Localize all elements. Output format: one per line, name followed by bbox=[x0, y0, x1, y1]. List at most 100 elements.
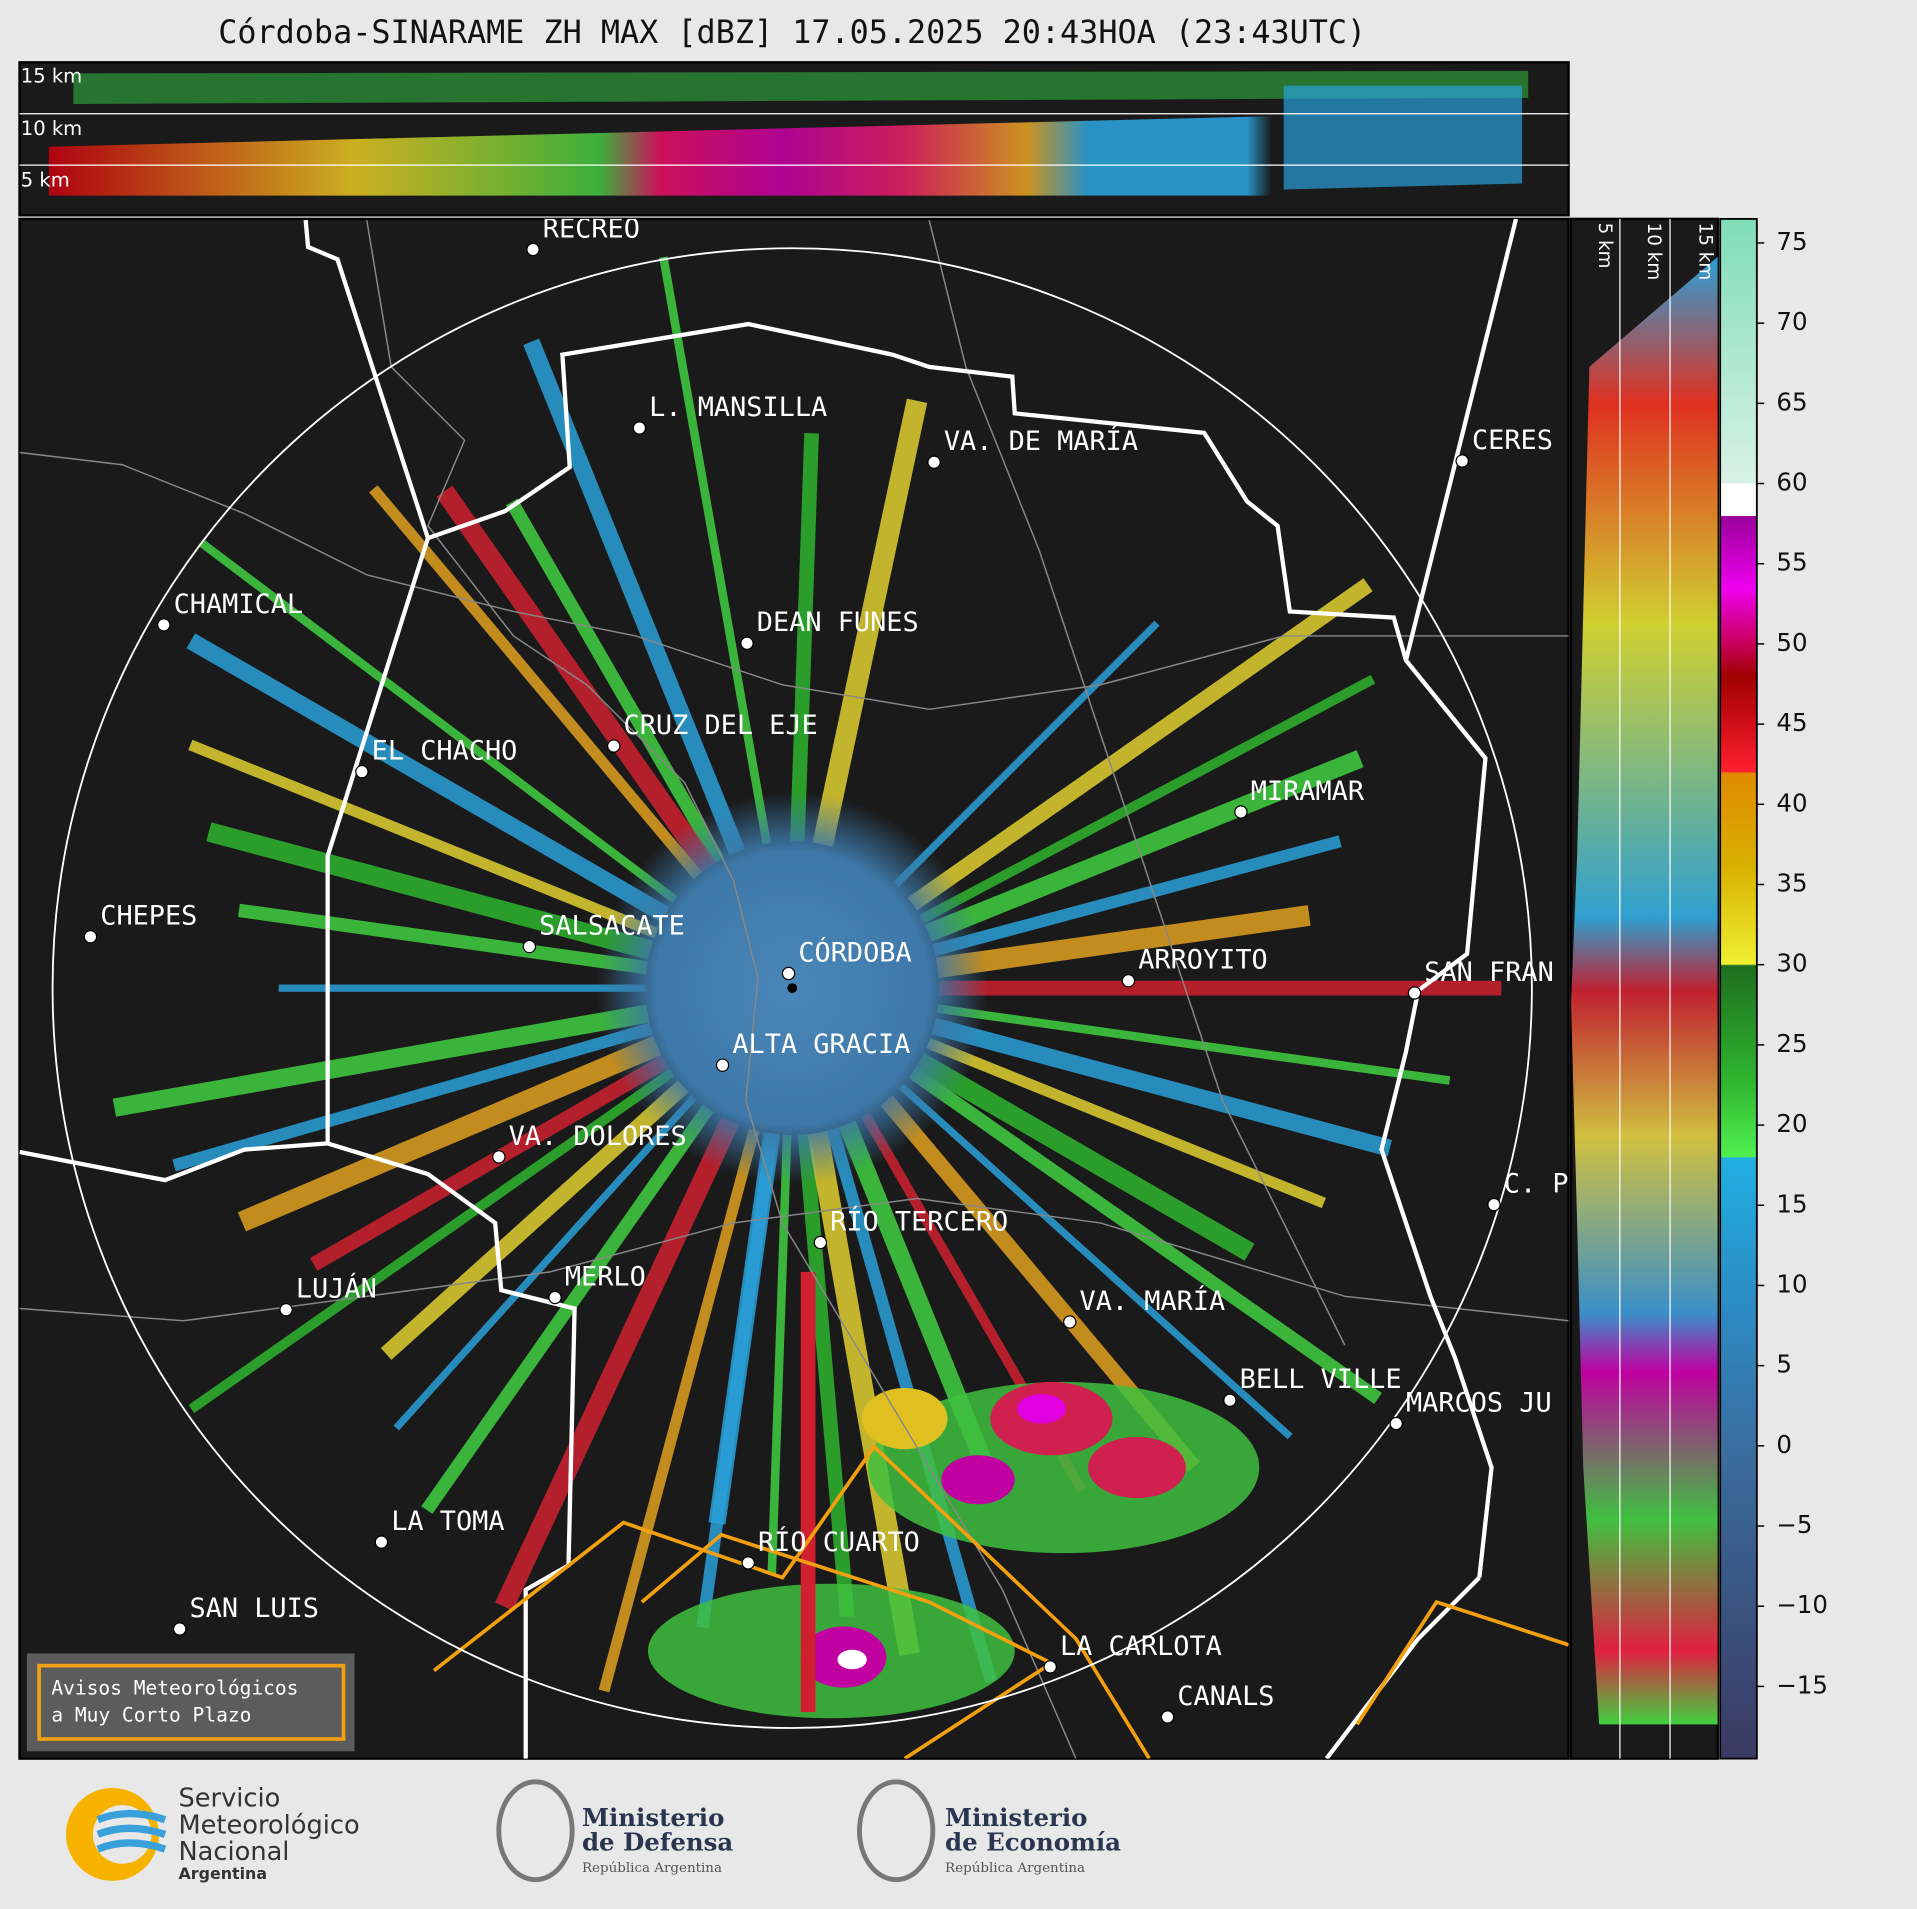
side-echoes bbox=[1571, 256, 1718, 1725]
ministry-text: Ministerio bbox=[945, 1803, 1087, 1832]
radar-site bbox=[787, 983, 798, 994]
colorbar-tick-label: 75 bbox=[1776, 227, 1807, 256]
echo-ray bbox=[421, 1104, 714, 1514]
city-dot bbox=[492, 1150, 506, 1164]
city-label: SALSACATE bbox=[539, 910, 685, 941]
echo-ray bbox=[188, 739, 659, 939]
city-label: CERES bbox=[1472, 425, 1553, 456]
city-dot bbox=[374, 1535, 389, 1549]
city-dot bbox=[740, 636, 754, 650]
side-echo bbox=[1571, 256, 1718, 1725]
smn-text: Nacional bbox=[178, 1837, 289, 1867]
city-dot bbox=[522, 939, 537, 954]
echo-ray bbox=[309, 1055, 669, 1271]
city-dot bbox=[927, 455, 941, 469]
province-borders bbox=[19, 218, 1519, 1759]
city-label: LA CARLOTA bbox=[1060, 1631, 1222, 1662]
echo-ray bbox=[797, 1133, 855, 1618]
colorbar-tick-label: 15 bbox=[1776, 1189, 1807, 1218]
city-label: CHEPES bbox=[100, 901, 197, 932]
echo-ray bbox=[198, 539, 678, 904]
echo-ray bbox=[237, 1035, 662, 1232]
city-dot bbox=[1407, 986, 1422, 1000]
warning-box-frame bbox=[37, 1663, 346, 1741]
warning-box-text: a Muy Corto Plazo bbox=[51, 1703, 251, 1726]
height-label: 10 km bbox=[21, 117, 82, 140]
city-label: L. MANSILLA bbox=[649, 392, 827, 423]
city-label: CÓRDOBA bbox=[798, 936, 911, 968]
city-dot bbox=[1121, 974, 1136, 988]
border bbox=[928, 219, 1346, 1346]
colorbar-tick-label: −10 bbox=[1776, 1590, 1828, 1619]
map: RECREO L. MANSILLA VA. DE MARÍA CERES CHAMIC… bbox=[19, 213, 1569, 1759]
emblem bbox=[496, 1779, 575, 1883]
storm-cell bbox=[861, 1388, 948, 1450]
colorbar-tick-label: 25 bbox=[1776, 1029, 1807, 1058]
colorbar-tick-label: 40 bbox=[1776, 788, 1807, 817]
range-ring bbox=[51, 247, 1533, 1729]
city-dot bbox=[607, 739, 621, 753]
emblem bbox=[857, 1779, 936, 1883]
echo-ray bbox=[936, 1004, 1451, 1085]
city-dot bbox=[1389, 1416, 1403, 1431]
city-label: VA. MARÍA bbox=[1080, 1285, 1226, 1317]
echo-ray bbox=[505, 498, 725, 865]
colorbar-tick-label: −5 bbox=[1776, 1510, 1812, 1539]
echo-ray bbox=[931, 1017, 1392, 1157]
ministry-text: de Economía bbox=[945, 1828, 1121, 1857]
city-dot bbox=[172, 1622, 187, 1636]
city-label: C. P bbox=[1504, 1169, 1569, 1200]
colorbar-tick-label: 0 bbox=[1776, 1430, 1792, 1459]
smn-logo bbox=[96, 1810, 167, 1853]
top-echo bbox=[73, 70, 1529, 104]
city-dot bbox=[1487, 1197, 1501, 1212]
city-dot bbox=[741, 1556, 755, 1570]
top-echo bbox=[48, 116, 1272, 196]
city-label: CANALS bbox=[1177, 1681, 1274, 1712]
colorbar-tick-label: 65 bbox=[1776, 387, 1807, 416]
city-label: DEAN FUNES bbox=[757, 607, 919, 638]
city-dot bbox=[83, 930, 98, 944]
echo-ray bbox=[172, 1022, 653, 1172]
city-label: MIRAMAR bbox=[1251, 776, 1365, 807]
smn-text: Meteorológico bbox=[178, 1810, 359, 1840]
department-borders bbox=[19, 219, 1569, 1759]
echo-ray bbox=[659, 256, 771, 845]
border bbox=[366, 220, 1077, 1759]
top-echoes bbox=[48, 70, 1529, 196]
storm-cells bbox=[647, 1271, 1260, 1719]
echo-ray bbox=[926, 1038, 1326, 1209]
storm-cell bbox=[941, 1455, 1015, 1505]
echo-ray bbox=[908, 1066, 1382, 1404]
height-label: 5 km bbox=[21, 168, 70, 191]
city-dot bbox=[632, 421, 647, 435]
warning-area bbox=[640, 1532, 1056, 1759]
height-label: 10 km bbox=[1643, 223, 1664, 281]
city-dot bbox=[1455, 454, 1469, 468]
title: Córdoba-SINARAME ZH MAX [dBZ] 17.05.2025… bbox=[218, 14, 1366, 51]
storm-cell bbox=[1088, 1436, 1186, 1499]
city-label: RECREO bbox=[543, 213, 640, 244]
city-dot bbox=[813, 1235, 828, 1250]
echo-ray bbox=[767, 1134, 792, 1574]
city-dot bbox=[1234, 805, 1248, 819]
colorbar-tick-label: 35 bbox=[1776, 868, 1807, 897]
colorbar-tick-label: 55 bbox=[1776, 548, 1807, 577]
echo-ray bbox=[907, 578, 1373, 911]
echo-ray bbox=[186, 633, 670, 923]
footer: Servicio Meteorológico Nacional Argentin… bbox=[66, 1779, 1121, 1883]
city-label: ALTA GRACIA bbox=[732, 1029, 910, 1060]
warning-area bbox=[432, 1443, 1151, 1759]
echo-ray bbox=[807, 1130, 920, 1656]
city-dot bbox=[1063, 1315, 1077, 1329]
warning-box[interactable] bbox=[26, 1653, 355, 1752]
height-label: 15 km bbox=[21, 65, 82, 88]
province-border bbox=[1403, 218, 1519, 661]
city-label: MARCOS JU bbox=[1406, 1387, 1552, 1418]
city-dot bbox=[715, 1058, 730, 1072]
colorbar-tick-label: −15 bbox=[1776, 1670, 1828, 1699]
storm-cell bbox=[837, 1649, 867, 1670]
city-label: SAN FRAN bbox=[1424, 957, 1554, 988]
city-label: CHAMICAL bbox=[174, 589, 304, 620]
